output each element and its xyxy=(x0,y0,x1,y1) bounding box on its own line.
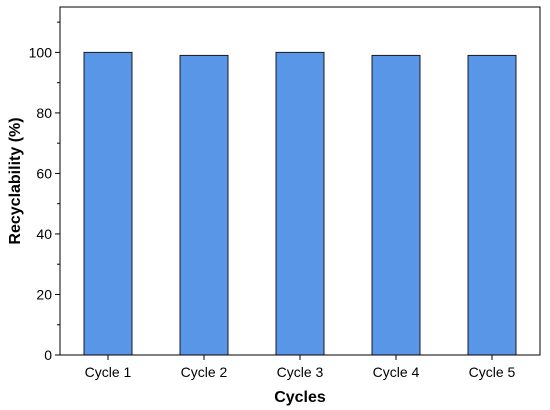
y-tick-label: 20 xyxy=(36,286,52,302)
x-axis: Cycle 1 Cycle 2 Cycle 3 Cycle 4 Cycle 5 xyxy=(85,355,516,380)
bar-cycle-1 xyxy=(83,51,133,356)
bar-cycle-5 xyxy=(467,54,517,356)
bars-layer xyxy=(83,51,517,356)
plot-frame xyxy=(59,6,541,356)
bar-cycle-3 xyxy=(275,51,325,356)
x-tick-label: Cycle 2 xyxy=(181,364,228,380)
bar-cycle-4 xyxy=(371,54,421,356)
y-tick-label: 0 xyxy=(44,347,52,363)
x-tick-label: Cycle 1 xyxy=(85,364,132,380)
y-tick-label: 100 xyxy=(29,44,53,60)
y-axis: 0 20 40 60 80 100 xyxy=(29,21,60,363)
x-tick-label: Cycle 3 xyxy=(277,364,324,380)
y-tick-label: 80 xyxy=(36,105,52,121)
x-axis-title: Cycles xyxy=(274,389,326,406)
x-tick-label: Cycle 5 xyxy=(469,364,516,380)
bar-cycle-2 xyxy=(179,54,229,356)
y-tick-label: 60 xyxy=(36,165,52,181)
y-axis-title: Recyclability (%) xyxy=(7,117,24,244)
x-tick-label: Cycle 4 xyxy=(373,364,420,380)
y-tick-label: 40 xyxy=(36,226,52,242)
